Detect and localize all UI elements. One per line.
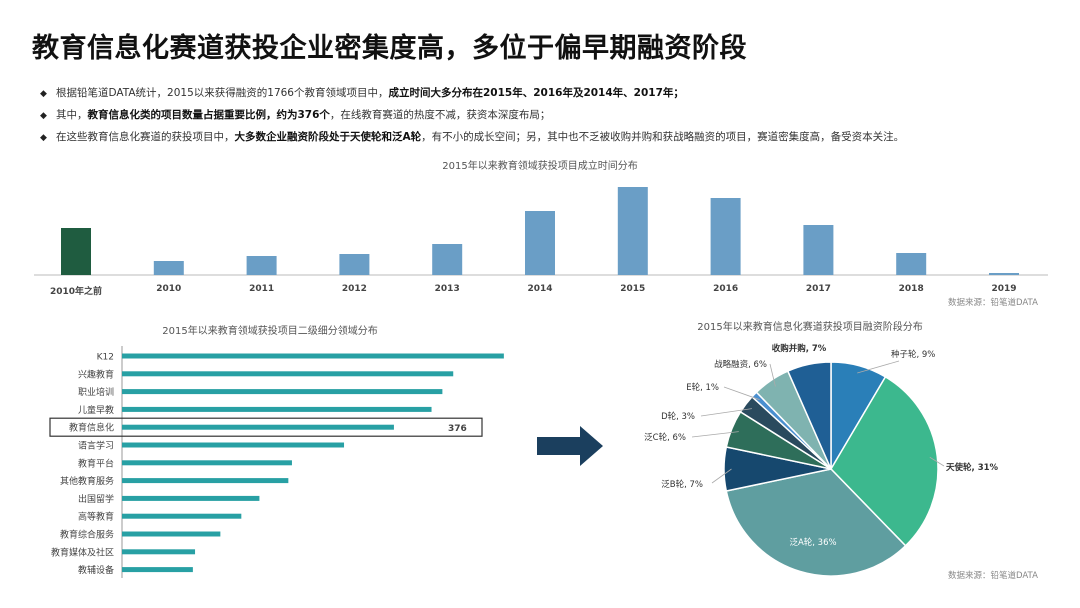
y-tick-label: 教育信息化 — [69, 422, 114, 434]
hbar — [122, 478, 289, 484]
pie-label: 种子轮, 9% — [891, 349, 935, 360]
x-tick-label: 2014 — [527, 284, 552, 294]
pie-label: 泛A轮, 36% — [789, 537, 836, 548]
pie-label: 战略融资, 6% — [714, 359, 767, 370]
bullet-text: 根据铅笔道DATA统计，2015以来获得融资的1766个教育领域项目中， — [56, 87, 389, 99]
y-tick-label: K12 — [97, 353, 114, 363]
bar — [339, 254, 370, 275]
bullet-text: 在这些教育信息化赛道的获投项目中， — [56, 131, 235, 143]
x-tick-label: 2019 — [991, 284, 1016, 294]
bullet-text: 其中， — [56, 109, 88, 121]
x-tick-label: 2013 — [435, 284, 460, 294]
x-tick-label: 2018 — [899, 284, 924, 294]
bar — [525, 211, 555, 275]
bullet-text: ，有不小的成长空间；另，其中也不乏被收购并购和获战略融资的项目，赛道密集度高，备… — [421, 131, 905, 143]
hbar — [122, 406, 432, 412]
x-tick-label: 2010年之前 — [50, 285, 102, 297]
y-tick-label: 教育平台 — [78, 457, 114, 469]
bullet-bold-text: 成立时间大多分布在2015年、2016年及2014年、2017年； — [388, 87, 684, 99]
bar — [153, 261, 184, 275]
y-tick-label: 语言学习 — [78, 440, 114, 452]
leader-line — [691, 431, 739, 438]
y-tick-label: 其他教育服务 — [60, 475, 114, 487]
pie-chart-title: 2015年以来教育信息化赛道获投项目融资阶段分布 — [697, 322, 923, 333]
y-tick-label: 教育综合服务 — [60, 529, 114, 541]
x-tick-label: 2011 — [249, 284, 274, 294]
pie-label: D轮, 3% — [661, 411, 695, 422]
leader-line — [929, 456, 945, 467]
leader-line — [711, 468, 732, 484]
page-title: 教育信息化赛道获投企业密集度高，多位于偏早期融资阶段 — [32, 33, 747, 64]
bullet-bold-text: 教育信息化类的项目数量占据重要比例，约为376个 — [87, 109, 330, 121]
right-arrow-icon — [537, 426, 603, 466]
pie-label: 收购并购, 7% — [772, 343, 827, 354]
x-tick-label: 2017 — [806, 284, 831, 294]
bar — [61, 228, 91, 275]
pie-slice — [830, 375, 939, 547]
bar — [617, 187, 648, 275]
bullet-item: ◆ 在这些教育信息化赛道的获投项目中，大多数企业融资阶段处于天使轮和泛A轮，有不小… — [40, 129, 904, 144]
hbar-chart-title: 2015年以来教育领域获投项目二级细分领域分布 — [162, 326, 378, 337]
y-tick-label: 出国留学 — [78, 493, 114, 505]
pie-slice — [786, 361, 832, 470]
pie-label: 泛B轮, 7% — [661, 479, 703, 490]
source-note: 数据来源：铅笔道DATA — [948, 298, 1038, 308]
leader-line — [857, 360, 900, 374]
bar — [989, 273, 1019, 275]
hbar — [122, 513, 242, 519]
diamond-bullet-icon: ◆ — [40, 89, 47, 99]
data-label: 376 — [448, 424, 467, 434]
bar — [896, 253, 927, 275]
pie-slice — [725, 468, 907, 577]
pie-label: 天使轮, 31% — [946, 462, 999, 473]
bullet-item: ◆ 根据铅笔道DATA统计，2015以来获得融资的1766个教育领域项目中，成立时… — [40, 85, 684, 100]
bullet-item: ◆ 其中，教育信息化类的项目数量占据重要比例，约为376个，在线教育赛道的热度不减… — [40, 107, 550, 122]
hbar — [122, 424, 394, 430]
bar — [246, 256, 277, 275]
x-tick-label: 2016 — [713, 284, 738, 294]
pie-label: 泛C轮, 6% — [644, 432, 686, 443]
leader-line — [723, 386, 760, 401]
leader-line — [769, 363, 776, 387]
y-tick-label: 兴趣教育 — [78, 368, 114, 380]
hbar — [122, 353, 504, 359]
y-tick-label: 职业培训 — [78, 386, 114, 398]
diamond-bullet-icon: ◆ — [40, 111, 47, 121]
bar — [710, 198, 741, 275]
highlight-box — [49, 417, 483, 437]
y-tick-label: 高等教育 — [78, 511, 114, 523]
y-tick-label: 教辅设备 — [78, 564, 114, 576]
bullet-text: ，在线教育赛道的热度不减，获资本深度布局； — [329, 109, 551, 121]
y-tick-label: 儿童早教 — [78, 404, 114, 416]
x-tick-label: 2010 — [156, 284, 181, 294]
hbar — [122, 567, 193, 573]
source-note: 数据来源：铅笔道DATA — [948, 571, 1038, 581]
bullet-bold-text: 大多数企业融资阶段处于天使轮和泛A轮 — [234, 131, 422, 143]
diamond-bullet-icon: ◆ — [40, 133, 47, 143]
top-chart-title: 2015年以来教育领域获投项目成立时间分布 — [442, 161, 638, 172]
hbar — [122, 495, 260, 501]
bar — [432, 244, 463, 275]
x-tick-label: 2015 — [620, 284, 645, 294]
y-tick-label: 教育媒体及社区 — [51, 546, 114, 558]
leader-line — [700, 408, 752, 417]
hbar — [122, 549, 196, 555]
bar — [803, 225, 834, 275]
x-tick-label: 2012 — [342, 284, 367, 294]
hbar — [122, 531, 221, 537]
pie-label: E轮, 1% — [686, 382, 719, 393]
hbar — [122, 389, 443, 395]
hbar — [122, 442, 345, 448]
hbar — [122, 460, 292, 466]
hbar — [122, 371, 454, 377]
